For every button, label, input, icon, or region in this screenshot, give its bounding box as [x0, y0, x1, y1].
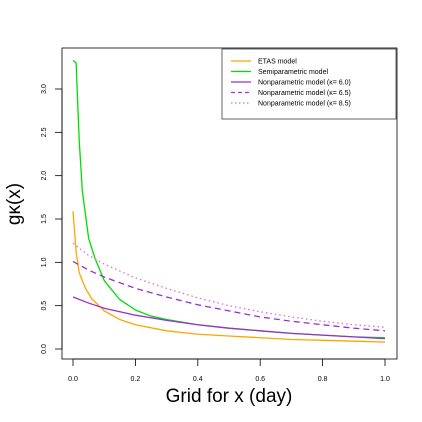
- x-tick-label: 0.2: [131, 376, 141, 383]
- series-line-2: [72, 296, 386, 340]
- series-line-0: [72, 211, 386, 343]
- series-line-4: [72, 242, 386, 328]
- x-tick-label: 1.0: [380, 376, 390, 383]
- legend: ETAS model Semiparametric model Nonparamet…: [221, 48, 397, 120]
- legend-label-0: ETAS model: [258, 59, 297, 66]
- y-tick-label: 0.5: [41, 301, 48, 311]
- legend-label-3: Nonparametric model (κ= 6.5): [258, 90, 351, 97]
- y-tick-label: 0.0: [41, 344, 48, 354]
- series-layer: [72, 59, 386, 343]
- x-tick-label: 0.0: [68, 376, 78, 383]
- x-axis-title: Grid for x (day): [166, 386, 293, 407]
- y-axis: 0.0 0.5 1.0 1.5 2.0 2.5 3.0: [41, 84, 63, 354]
- y-axis-title: gκ(x): [4, 183, 25, 225]
- y-tick-label: 3.0: [41, 84, 48, 94]
- y-tick-label: 1.5: [41, 214, 48, 224]
- legend-label-4: Nonparametric model (κ= 8.5): [258, 101, 351, 108]
- series-line-3: [72, 260, 386, 332]
- legend-label-2: Nonparametric model (κ= 6.0): [258, 80, 351, 87]
- y-tick-label: 2.0: [41, 171, 48, 181]
- y-tick-label: 2.5: [41, 127, 48, 137]
- x-tick-label: 0.4: [193, 376, 203, 383]
- legend-label-1: Semiparametric model: [258, 69, 328, 76]
- x-tick-label: 0.6: [255, 376, 265, 383]
- x-tick-label: 0.8: [318, 376, 328, 383]
- y-tick-label: 1.0: [41, 257, 48, 267]
- x-axis: 0.0 0.2 0.4 0.6 0.8 1.0: [68, 358, 390, 383]
